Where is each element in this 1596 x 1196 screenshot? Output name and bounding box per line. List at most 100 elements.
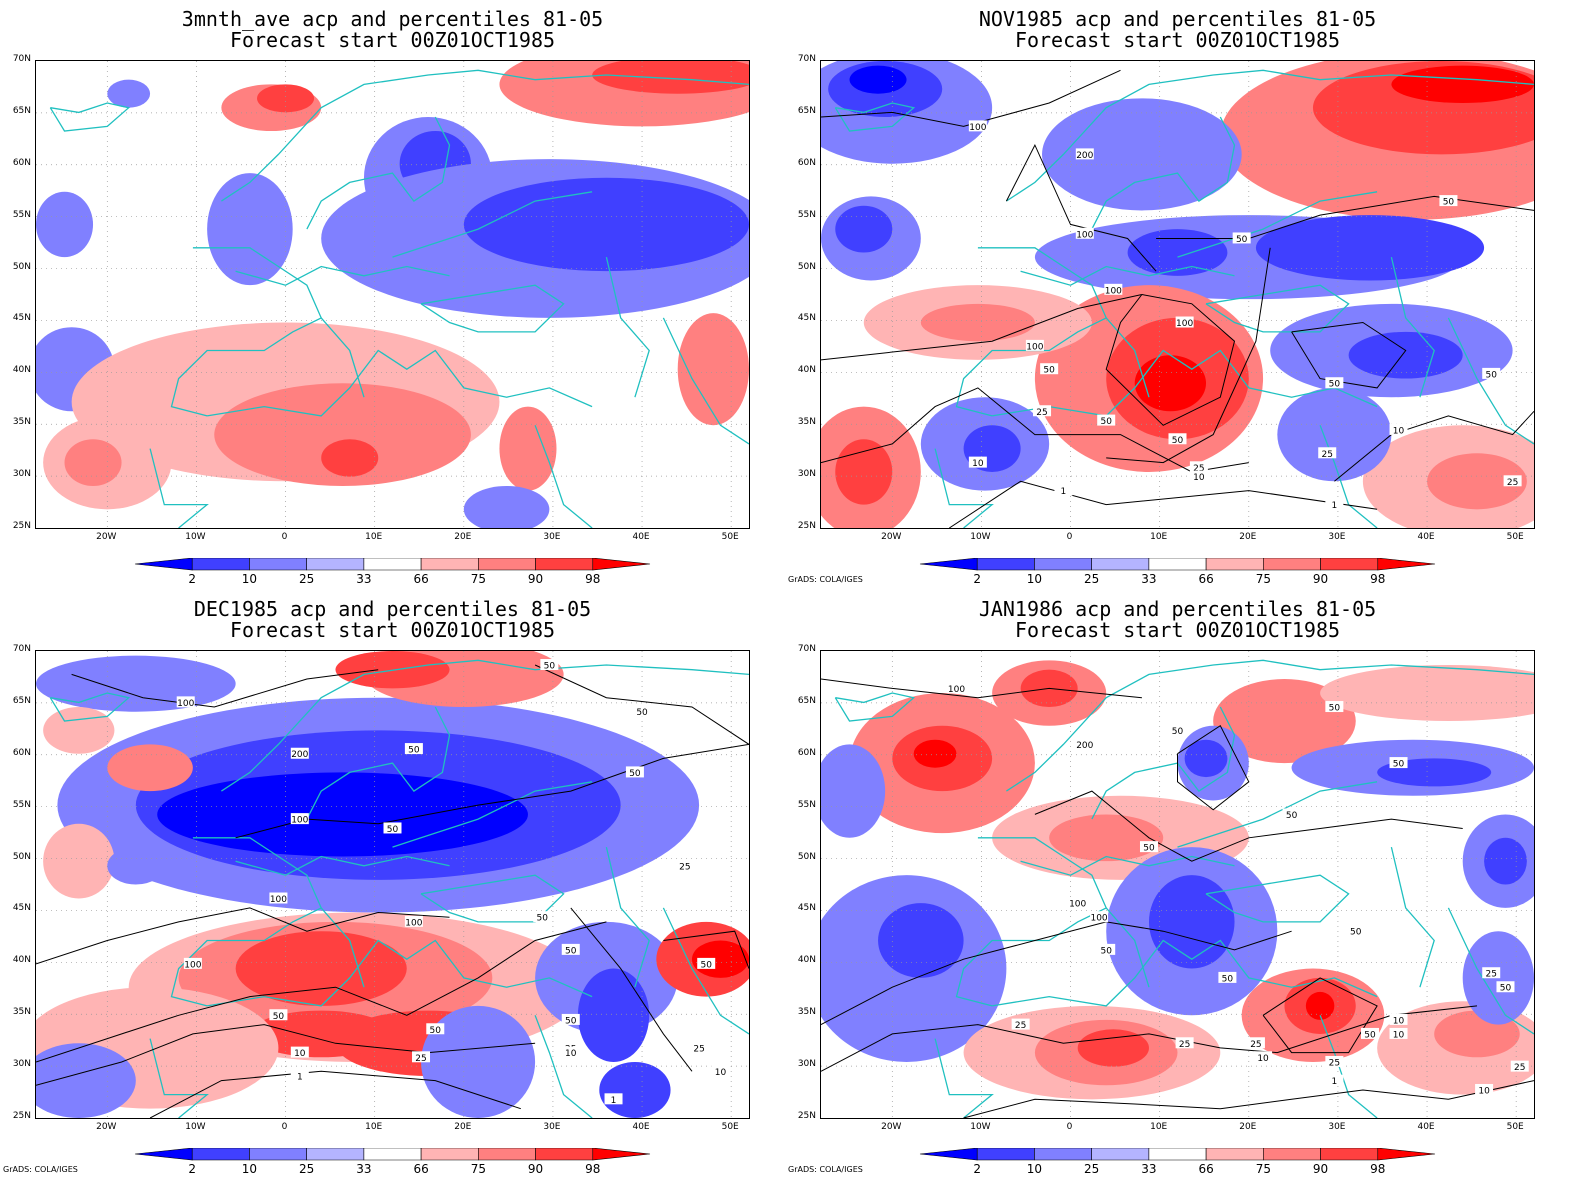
colorbar-segment: [191, 1148, 250, 1161]
colorbar-label: 66: [413, 572, 429, 586]
lat-tick-label: 65N: [12, 695, 31, 706]
contour-label-text: 50: [544, 662, 556, 672]
contour-label-text: 25: [1036, 408, 1047, 418]
contour-label-text: 25: [679, 862, 690, 872]
colorbar-segment: [1320, 558, 1379, 571]
percentile-shade: [1305, 991, 1335, 1020]
coastline: [1006, 69, 1534, 202]
colorbar-segment: [134, 1148, 193, 1161]
contour-label-text: 50: [1329, 380, 1341, 390]
lon-tick-label: 10E: [1150, 532, 1168, 542]
coastline: [221, 659, 749, 792]
percentile-shade: [577, 968, 650, 1062]
map-panel: NOV1985 acp and percentiles 81-05 Forecas…: [785, 0, 1570, 590]
colorbar-segment: [1148, 1148, 1207, 1161]
colorbar-label: 10: [1026, 572, 1043, 586]
lon-tick-label: 50E: [721, 1122, 739, 1132]
colorbar: [919, 558, 1436, 571]
percentile-shade: [1127, 229, 1228, 276]
colorbar-segment: [592, 1148, 651, 1161]
contour-label-text: 100: [948, 685, 965, 695]
colorbar-segment: [1205, 1148, 1264, 1161]
percentile-shade: [64, 439, 122, 486]
coastline: [420, 874, 565, 923]
percentile-shade: [913, 739, 957, 768]
contour-line: [1005, 143, 1157, 272]
contour-label-text: 25: [1514, 1063, 1525, 1073]
percentile-shade: [821, 744, 886, 838]
lat-tick-label: 70N: [12, 644, 31, 654]
colorbar-label: 75: [470, 572, 486, 586]
coastline: [1020, 265, 1235, 286]
colorbar-segment: [134, 558, 193, 571]
contour-label: 50: [1232, 232, 1251, 245]
coastline: [534, 425, 593, 528]
colorbar-label: 25: [299, 1162, 315, 1176]
percentile-shade: [257, 84, 315, 113]
contour-label-text: 100: [1105, 286, 1122, 296]
contour-label-text: 100: [405, 918, 422, 928]
contour-label-text: 25: [1015, 1021, 1026, 1031]
coastline: [934, 448, 994, 528]
coastline: [955, 837, 1108, 1007]
contour-label: 25: [1482, 967, 1501, 980]
colorbar-segment: [363, 1148, 422, 1161]
contour-label-text: 50: [1222, 974, 1234, 984]
contour-label: 50: [426, 1023, 445, 1036]
coastline: [1447, 907, 1534, 1035]
coastline: [605, 256, 650, 398]
colorbar-label: 33: [356, 572, 372, 586]
contour-label-text: 10: [1393, 426, 1405, 436]
colorbar: [134, 1148, 651, 1161]
lat-tick-label: 35N: [12, 1007, 31, 1018]
colorbar-segment: [478, 1148, 536, 1161]
contour-label: 25: [412, 1051, 431, 1064]
contour-label: 100: [1104, 283, 1123, 296]
percentile-shade: [1184, 739, 1228, 778]
contour-line: [821, 69, 1121, 127]
colorbar-label: 90: [527, 572, 544, 586]
lat-tick-label: 35N: [797, 417, 816, 428]
percentile-shade: [1320, 665, 1534, 722]
contour-label-text: 100: [270, 895, 287, 905]
contour-label: 25: [1175, 1037, 1194, 1050]
contour-label-text: 25: [1193, 464, 1204, 474]
contour-label: 10: [1254, 1051, 1273, 1064]
percentile-shade: [463, 485, 550, 528]
lat-tick-label: 65N: [797, 105, 816, 116]
colorbar-segment: [1263, 1148, 1321, 1161]
colorbar-segment: [420, 1148, 479, 1161]
coastlines: [49, 659, 749, 1118]
grads-credit: GrADS: COLA/IGES: [788, 575, 863, 584]
coastline: [534, 1015, 593, 1118]
percentile-shade: [599, 1061, 671, 1118]
lat-tick-label: 30N: [797, 469, 816, 480]
contour-line: [821, 294, 1143, 361]
contour-label: 10: [1189, 470, 1208, 483]
contour-label: 100: [290, 813, 309, 826]
colorbar-segment: [976, 558, 1035, 571]
contour-label-text: 50: [1100, 946, 1112, 956]
colorbar-label: 66: [1198, 1162, 1214, 1176]
lon-tick-label: 20W: [96, 532, 117, 542]
contour-label-text: 50: [1286, 811, 1298, 821]
percentile-shade: [1042, 98, 1242, 211]
contour-label-text: 50: [565, 946, 577, 956]
contour-label: 200: [1075, 738, 1094, 751]
contour-label: 100: [1068, 897, 1087, 910]
contour-label-text: 25: [1179, 1040, 1190, 1050]
grads-credit: GrADS: COLA/IGES: [788, 1165, 863, 1174]
lat-tick-label: 55N: [797, 209, 816, 220]
lat-tick-label: 60N: [12, 747, 31, 758]
contour-line: [1291, 321, 1407, 389]
contour-label-text: 50: [1143, 844, 1155, 854]
coastline: [320, 907, 365, 988]
coastline: [1177, 781, 1378, 848]
lon-tick-label: 0: [1066, 1122, 1073, 1132]
contour-label: 50: [404, 743, 423, 756]
contour-line: [36, 907, 450, 965]
colorbar-segment: [1377, 1148, 1436, 1161]
percentile-shade: [321, 439, 379, 477]
lat-tick-label: 30N: [12, 1059, 31, 1070]
map-area: 100 50 200 50 50 50 50 50 100 25 100 50 50 25 25 10 25 10…: [820, 650, 1535, 1119]
